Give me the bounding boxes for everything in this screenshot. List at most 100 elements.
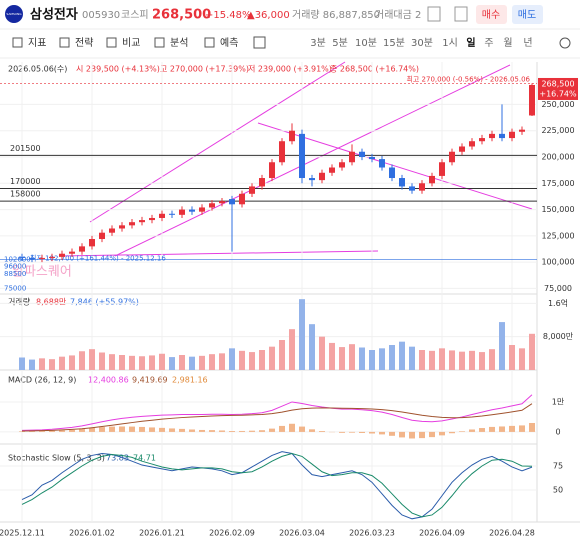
x-tick-label: 2026.02.09 [209,529,255,538]
macd-hist [479,428,485,432]
volume-bar [89,349,95,370]
period-button[interactable]: 30분 [411,37,433,49]
macd-hist [289,423,295,432]
candle-body [299,133,305,179]
y-tick-label: 8,000만 [543,332,574,341]
volume-bar [99,352,105,370]
price: 268,500 [152,8,211,23]
candle-body [19,256,25,258]
candle-body [239,193,245,205]
candle-body [129,222,135,226]
period-button[interactable]: 1시 [442,37,458,49]
icon-bookmark[interactable] [454,6,468,22]
candle-body [159,213,165,218]
macd-hist [339,431,345,433]
macd-hist [259,430,265,432]
buy-button[interactable] [476,5,507,24]
candle-body [209,203,215,208]
volume-bar [169,357,175,370]
volume-bar [269,346,275,370]
macd-hist [109,426,115,432]
macd-line [21,394,533,431]
macd-hist [59,430,65,432]
candle-body [89,239,95,247]
sell-button[interactable] [512,5,543,24]
volume-bar [419,350,425,370]
macd-hist [29,431,35,432]
candle-body [509,131,515,139]
icon-square[interactable] [253,36,266,49]
volume-last: 8,688만 [36,298,67,307]
y-tick-label: 225,000 [541,126,574,135]
volume-bar [129,355,135,370]
last-price: 268,500 [541,79,574,88]
volume-bar [239,350,245,370]
volume-bar [519,348,525,370]
tool-button[interactable]: 분석 [170,37,188,49]
tool-icon[interactable] [154,37,165,48]
macd-hist [509,425,515,432]
candle-body [359,151,365,157]
macd-hist [519,425,525,432]
volume-bar [139,356,145,370]
period-button[interactable]: 3분 [310,37,326,49]
tool-icon[interactable] [106,37,117,48]
tool-icon[interactable] [204,37,215,48]
candle-body [519,129,525,132]
macd-hist [49,430,55,432]
macd-hist [309,429,315,432]
y-tick-label: 150,000 [541,205,574,214]
macd-hist [419,431,425,439]
volume-bar [479,352,485,370]
volume-bar [39,358,45,370]
candle-body [49,256,55,258]
macd-hist [39,431,45,432]
macd-hist [399,431,405,438]
period-button[interactable]: 10분 [355,37,377,49]
candle-body [69,251,75,254]
buy-text[interactable]: 매수 [482,9,500,21]
settings-icon[interactable] [559,37,571,49]
candle-body [189,209,195,212]
candle-body [39,257,45,259]
info-close: 종 268,500 (+16.74%) [330,65,419,74]
period-button[interactable]: 년 [523,37,532,49]
tool-icon[interactable] [12,37,23,48]
sell-text[interactable]: 매도 [518,9,536,21]
period-button[interactable]: 주 [484,38,493,49]
volume-bar [149,355,155,370]
tool-button[interactable]: 지표 [28,37,46,49]
macd-hist [179,428,185,432]
volume-bar [319,336,325,370]
period-button[interactable]: 5분 [332,37,348,49]
tool-button[interactable]: 전략 [75,37,93,49]
x-tick-label: 2026.01.21 [139,529,185,538]
candle-body [199,207,205,212]
candle-body [249,186,255,194]
tool-button[interactable]: 예측 [220,37,238,49]
period-button[interactable]: 일 [466,36,475,49]
stoch-k-line [21,451,533,520]
candle-body [119,225,125,229]
tool-icon[interactable] [59,37,70,48]
y-tick-label: 75,000 [544,284,572,293]
period-button[interactable]: 월 [503,37,512,49]
candle-body [269,162,275,179]
volume-title: 거래량 [8,297,31,307]
info-low: 저 239,000 (+3.91%) [248,65,332,74]
tool-button[interactable]: 비교 [122,37,140,49]
y-tick-label: 175,000 [541,179,574,188]
candle-body [29,257,35,259]
icon-doc[interactable] [427,6,441,22]
macd-hist [429,431,435,438]
candle-body [289,130,295,142]
period-button[interactable]: 15분 [383,37,405,49]
macd-hist [129,426,135,432]
y-tick-label: 1만 [552,397,565,406]
volume-bar [429,350,435,370]
candle-body [499,133,505,139]
change: ▲36,000 [247,10,290,21]
candle-body [369,156,375,160]
volume-bar [69,355,75,370]
